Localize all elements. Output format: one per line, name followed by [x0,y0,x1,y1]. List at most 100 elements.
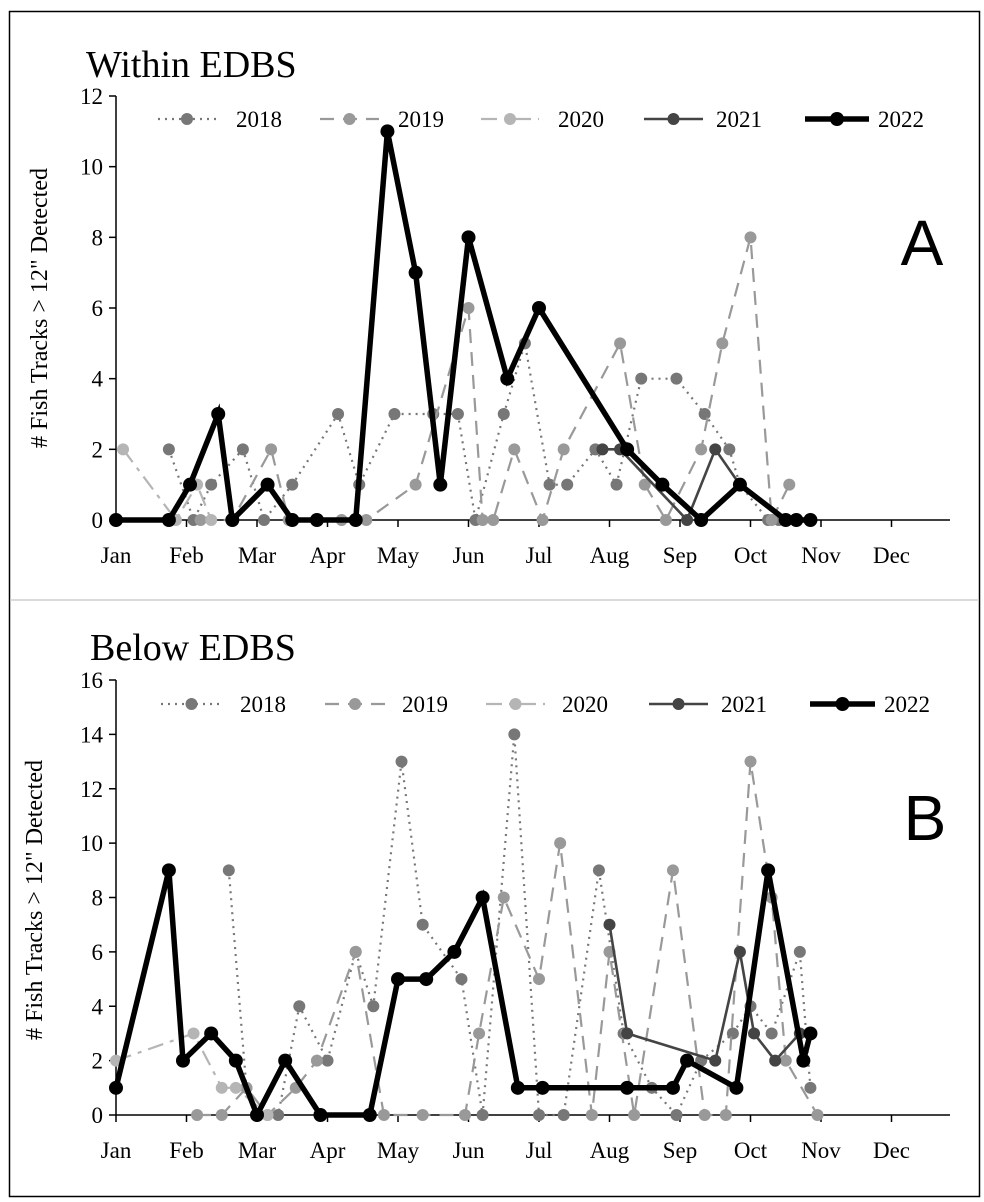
data-point [723,443,736,456]
series-2022 [109,863,818,1122]
data-point [391,972,405,987]
data-point [286,478,299,491]
data-point [804,1081,817,1094]
x-tick-label: Dec [873,543,910,568]
data-point [726,1027,739,1040]
x-tick-label: Apr [310,1138,346,1163]
y-tick-label: 4 [92,367,104,392]
data-point [638,478,651,491]
x-tick-label: Nov [801,1138,841,1163]
x-tick-label: Jun [453,1138,485,1163]
series-2020 [117,443,218,526]
data-point [783,478,796,491]
x-tick-label: Sep [663,1138,698,1163]
data-point [211,407,226,421]
y-tick-label: 8 [92,886,104,911]
x-tick-label: Aug [590,543,630,568]
x-ticks: Jan Feb Mar Apr May Jun Jul Aug Sep Oct Nov Dec [101,1115,910,1163]
data-point [161,863,176,878]
data-point [416,918,429,931]
data-point [585,1109,598,1121]
data-point [183,477,198,492]
data-point [215,1109,228,1121]
y-tick-label: 10 [80,155,103,180]
x-tick-label: Sep [663,543,698,568]
data-point [409,478,422,491]
data-point [655,477,670,492]
series-line [197,761,819,1117]
data-point [455,973,468,986]
data-point [666,864,679,877]
y-tick-label: 14 [80,722,104,747]
data-point [769,1054,782,1067]
data-point [732,477,747,492]
data-point [729,1080,744,1095]
y-tick-label: 6 [92,296,104,321]
data-point [293,1000,306,1013]
data-point [162,443,175,456]
data-point [765,514,778,526]
data-point [215,1081,228,1094]
x-tick-label: Dec [873,1138,910,1163]
legend-label-2022: 2022 [884,692,930,717]
data-point [447,944,462,959]
data-point [811,1109,824,1121]
x-tick-label: Jan [101,1138,132,1163]
y-axis-label: # Fish Tracks > 12" Detected [22,760,48,1040]
legend-label-2018: 2018 [240,692,286,717]
panel-title: Below EDBS [90,627,296,669]
legend-label-2022: 2022 [878,107,924,132]
x-tick-label: Apr [310,543,346,568]
x-tick-label: Jun [453,543,485,568]
data-point [313,1108,328,1122]
data-point [796,1053,811,1068]
x-tick-label: Aug [590,1138,630,1163]
data-point [419,972,434,987]
data-point [533,1109,545,1121]
data-point [561,478,574,491]
x-ticks: Jan Feb Mar Apr May Jun Jul Aug Sep Oct Nov Dec [101,520,910,568]
data-point [744,755,757,768]
data-point [621,1027,634,1040]
x-tick-label: Jan [101,543,132,568]
data-point [709,443,722,456]
data-point [610,478,623,491]
y-ticks: 0 2 4 6 8 10 12 14 16 [80,668,116,1128]
x-tick-label: Jul [526,543,553,568]
data-point [628,1109,641,1121]
data-point [258,514,271,526]
data-point [395,755,408,768]
data-point [377,1109,390,1121]
data-point [765,1027,778,1040]
data-point [161,513,176,527]
legend-marker-2020 [509,698,522,710]
data-point [733,945,746,958]
data-point [332,408,345,420]
data-point [532,301,546,315]
data-point [236,443,249,456]
y-tick-label: 2 [92,437,104,462]
data-point [175,1053,190,1068]
panel-within-edbs: Within EDBS A # Fish Tracks > 12" Detect… [27,44,950,568]
data-point [803,513,818,527]
y-tick-label: 0 [92,508,104,533]
legend-marker-2019 [343,113,356,125]
legend-marker-2022 [830,112,844,126]
y-tick-label: 12 [80,777,103,802]
x-tick-label: Nov [801,543,841,568]
data-point [309,513,324,527]
data-point [510,1080,525,1095]
panel-letter: B [904,782,947,854]
data-point [778,513,793,527]
data-point [554,837,567,850]
series-line [167,342,797,523]
data-point [321,1054,334,1067]
data-point [272,1109,285,1121]
data-point [614,337,627,350]
data-point [620,442,635,457]
data-point [779,1054,792,1067]
data-point [508,443,521,456]
data-point [695,443,708,456]
legend-marker-2018 [185,698,198,710]
